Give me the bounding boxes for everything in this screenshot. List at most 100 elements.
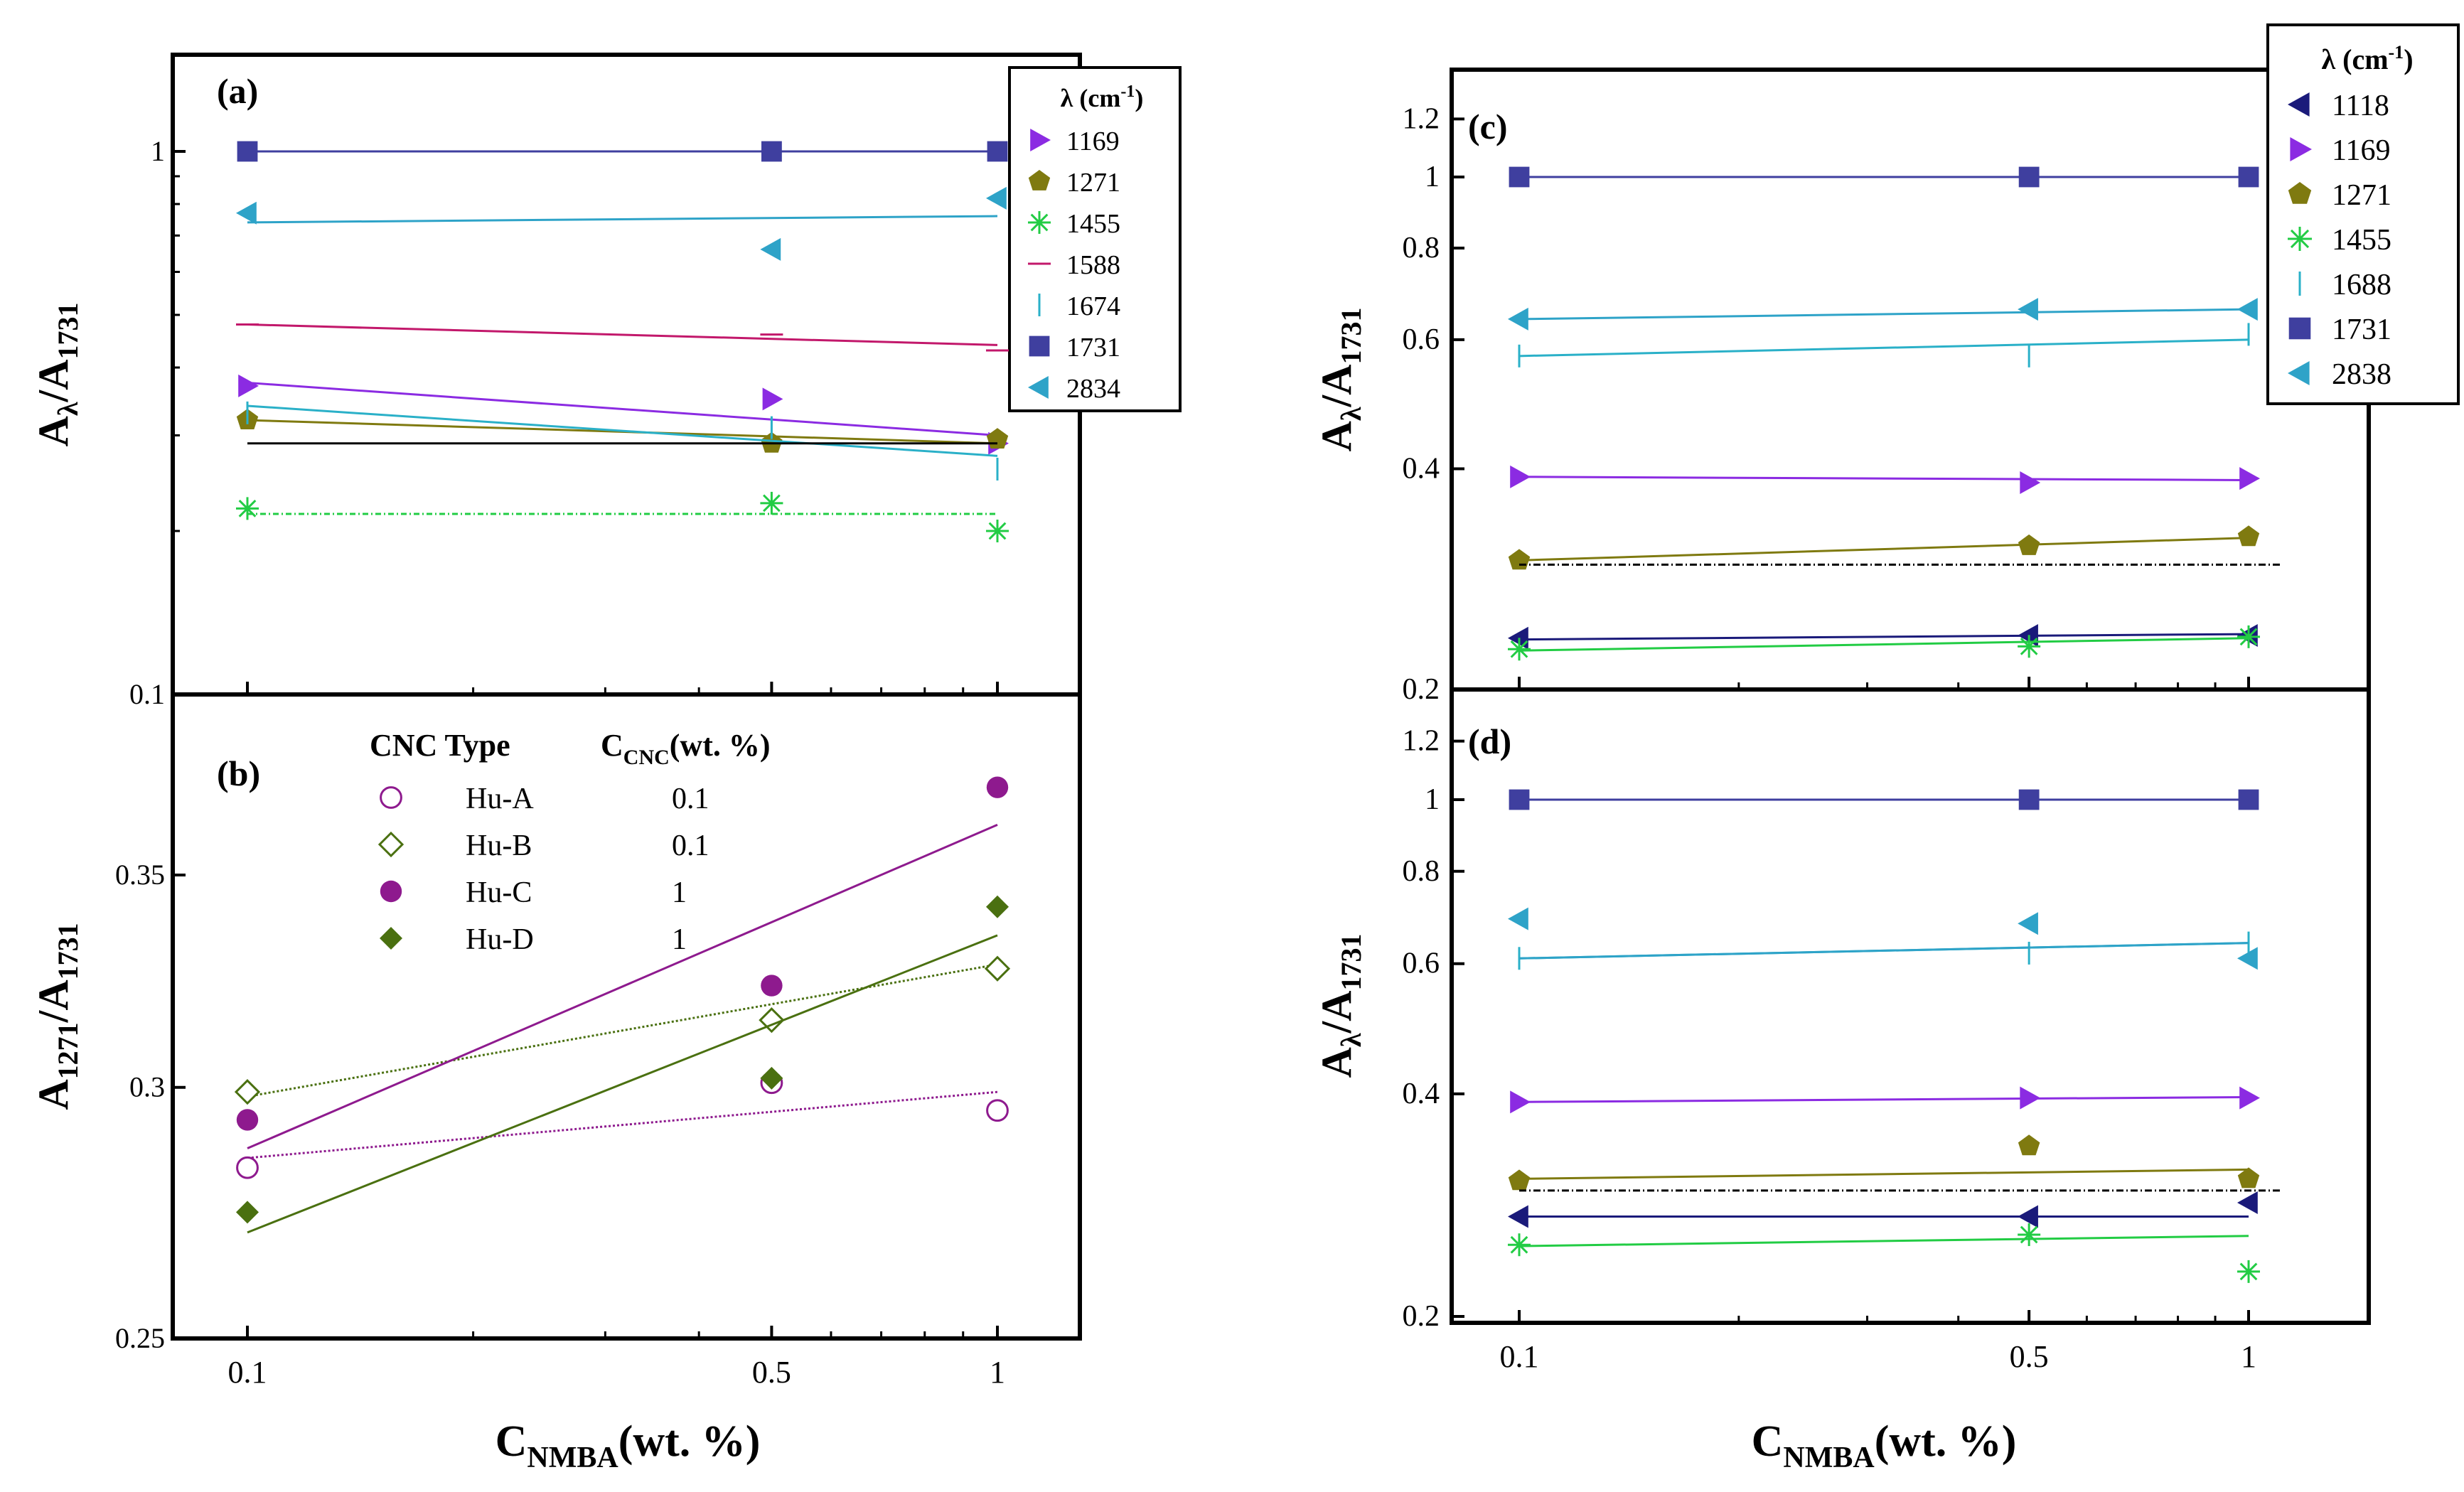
legend-a-marker-2834: [1028, 376, 1049, 399]
legend-c-marker-2838: [2288, 361, 2310, 385]
fit-line-a-1169: [247, 381, 998, 436]
point-d-1731: [2018, 789, 2040, 810]
point-d-1271: [2237, 1167, 2260, 1188]
fit-line-b-Hu-B: [247, 963, 998, 1098]
legend-b: CNC Type CCNC(wt. %) Hu-A 0.1 Hu-B 0.1 Hu-C 1…: [370, 728, 771, 956]
ylabel-c: Aλ/A1731: [1313, 308, 1367, 452]
point-c-1169: [2239, 467, 2260, 490]
legend-c-title: λ (cm-1): [2321, 42, 2413, 75]
point-c-1118: [1508, 626, 1528, 650]
point-b-Hu-D: [986, 895, 1009, 918]
point-d-1455: [2237, 1260, 2260, 1283]
y-tick-label-c: 1.2: [1403, 102, 1440, 135]
fit-line-b-Hu-C: [247, 823, 998, 1149]
point-b-Hu-C: [761, 975, 783, 997]
point-b-Hu-B: [759, 1007, 785, 1034]
legend-c-label-1731: 1731: [2332, 313, 2391, 346]
legend-a-label-1271: 1271: [1066, 168, 1120, 198]
x-tick-label-b: 0.5: [752, 1355, 791, 1390]
legend-a-label-1169: 1169: [1066, 127, 1120, 156]
point-d-1169: [2020, 1086, 2041, 1110]
plot-c: 1.2 1 0.8 0.6 0.4 0.2: [1403, 102, 2282, 706]
fit-line-a-2834: [247, 215, 998, 224]
legend-a-marker-1271: [1028, 170, 1051, 190]
point-d-1118: [1508, 1205, 1528, 1228]
legend-c-label-1169: 1169: [2332, 134, 2390, 167]
panel-tag-b: (b): [217, 753, 260, 793]
point-c-2838: [2018, 298, 2038, 321]
legend-c-marker-1169: [2290, 137, 2312, 161]
legend-a-marker-1455: [1028, 211, 1051, 234]
point-c-1271: [2018, 534, 2040, 555]
frame-panel-cd: [1450, 68, 2371, 1325]
legend-b-items: Hu-A 0.1 Hu-B 0.1 Hu-C 1 Hu-D 1: [377, 783, 709, 956]
fit-line-d-1169: [1518, 1095, 2249, 1103]
ylabel-d: Aλ/A1731: [1313, 934, 1367, 1078]
panel-tag-c: (c): [1468, 107, 1508, 146]
point-d-1455: [2018, 1223, 2041, 1246]
y-tick-label-b: 0.3: [129, 1071, 165, 1103]
point-c-1271: [2237, 525, 2260, 547]
legend-a-label-1455: 1455: [1066, 209, 1120, 239]
x-tick-label-b: 1: [990, 1355, 1005, 1390]
point-b-Hu-D: [760, 1066, 783, 1090]
fit-line-c-1688: [1518, 338, 2249, 358]
legend-a-marker-1731: [1029, 336, 1050, 357]
point-c-2838: [2237, 298, 2258, 321]
fit-line-d-2838: [1518, 942, 2249, 960]
point-c-1455: [1508, 638, 1531, 661]
xlabel-left: CNMBA(wt. %): [496, 1417, 761, 1474]
legend-c-label-1455: 1455: [2332, 224, 2391, 257]
legend-b-name-Hu-D: Hu-D: [466, 923, 534, 956]
legend-c-label-2838: 2838: [2332, 358, 2391, 391]
y-tick-label-b: 0.35: [115, 859, 165, 891]
x-tick-label-d: 1: [2241, 1339, 2256, 1374]
point-c-2838: [1508, 307, 1528, 331]
legend-c-marker-1455: [2288, 227, 2312, 251]
point-a-1731: [761, 141, 782, 162]
fit-line-c-1169: [1518, 476, 2249, 481]
point-c-1731: [2018, 166, 2040, 188]
point-c-1169: [2020, 471, 2041, 494]
point-c-1271: [1508, 549, 1531, 570]
legend-b-name-Hu-B: Hu-B: [466, 830, 532, 862]
legend-b-col2: CCNC(wt. %): [601, 728, 771, 769]
panel-tag-d: (d): [1468, 721, 1511, 761]
point-b-Hu-C: [236, 1109, 259, 1131]
point-a-1731: [237, 141, 258, 162]
legend-a-label-1674: 1674: [1066, 291, 1120, 321]
y-tick-label-d: 1.2: [1403, 725, 1440, 758]
legend-b-conc-Hu-D: 1: [672, 923, 687, 956]
point-b-Hu-D: [236, 1201, 259, 1224]
point-b-Hu-C: [986, 776, 1009, 798]
legend-c-marker-1271: [2288, 182, 2312, 204]
y-tick-label-d: 1: [1425, 783, 1440, 816]
legend-c: λ (cm-1) 1118 1169 1271 1455 1688 1731 2838: [2266, 23, 2460, 405]
legend-a-label-1588: 1588: [1066, 250, 1120, 280]
point-d-2838: [1508, 907, 1528, 930]
point-d-1118: [2018, 1205, 2038, 1228]
y-tick-label-d: 0.2: [1403, 1300, 1440, 1333]
legend-a-label-1731: 1731: [1066, 333, 1120, 363]
point-a-1455: [236, 497, 259, 520]
fit-line-c-2838: [1518, 308, 2249, 321]
y-tick-label-d: 0.4: [1403, 1078, 1440, 1110]
point-a-2834: [236, 201, 257, 225]
point-d-1169: [1510, 1090, 1531, 1114]
x-tick-label-b: 0.1: [228, 1355, 267, 1390]
point-a-1169: [762, 387, 783, 411]
point-c-1455: [2237, 625, 2260, 648]
point-a-2834: [986, 186, 1007, 210]
legend-a-title: λ (cm-1): [1061, 82, 1144, 112]
plot-b: 0.35 0.3 0.25 0.1 0.5 1: [115, 776, 1011, 1390]
y-tick-label-c: 0.6: [1403, 323, 1440, 356]
y-tick-label-c: 1: [1425, 161, 1440, 193]
point-a-1271: [986, 428, 1009, 449]
point-c-1731: [1509, 166, 1530, 188]
point-a-1731: [987, 141, 1008, 162]
plot-d: 1.2 1 0.8 0.6 0.4 0.2 0.1 0.5 1: [1403, 725, 2282, 1374]
point-d-1731: [2238, 789, 2259, 810]
fit-line-c-1118: [1518, 633, 2249, 641]
point-a-1455: [986, 520, 1009, 543]
